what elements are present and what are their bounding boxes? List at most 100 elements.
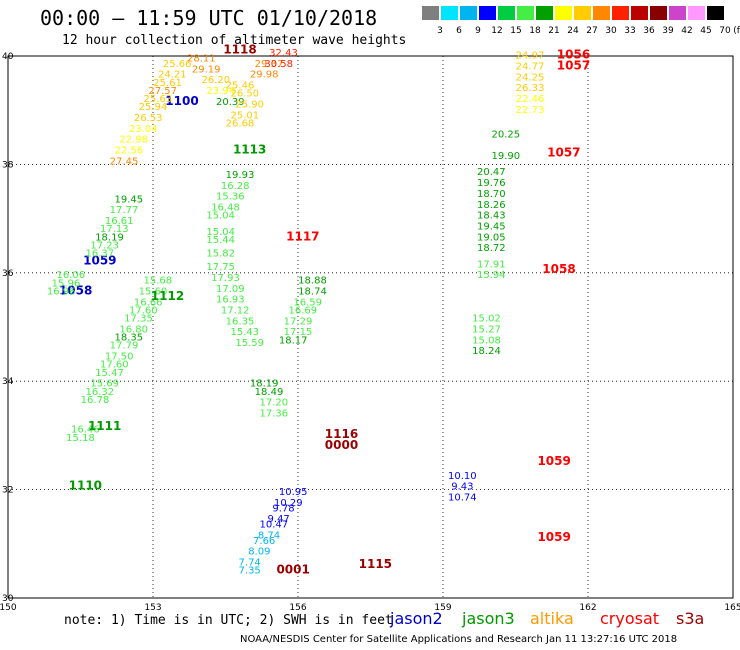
legend-label: 39 xyxy=(662,26,674,36)
wave-height-value-jason3: 18.49 xyxy=(255,387,284,398)
wave-height-value-jason2: 8.74 xyxy=(258,530,280,541)
pass-time-label-cryosat: 1059 xyxy=(537,530,570,544)
pass-time-label-cryosat: 1058 xyxy=(542,262,575,276)
legend-swatch xyxy=(593,6,610,20)
x-tick-label: 165 xyxy=(724,603,740,613)
wave-height-value-altika: 25.63 xyxy=(144,94,173,105)
wave-height-value-jason3: 16.37 xyxy=(86,249,115,260)
satellite-jason2: jason2 xyxy=(390,609,443,628)
wave-height-value-jason3: 17.35 xyxy=(124,314,153,325)
plot-frame xyxy=(7,55,734,599)
wave-height-value-altika: 29.19 xyxy=(192,64,221,75)
wave-height-value-jason3: 18.35 xyxy=(115,333,144,344)
pass-time-label-jason3: 1111 xyxy=(88,419,121,433)
wave-height-value-jason3: 18.26 xyxy=(477,200,506,211)
y-tick-label: 40 xyxy=(2,52,14,62)
wave-height-value-altika: 24.21 xyxy=(158,70,187,81)
pass-time-label-s3a: 0001 xyxy=(276,563,309,577)
wave-height-value-altika: 25.94 xyxy=(139,102,168,113)
pass-time-label-jason3: 1110 xyxy=(69,479,102,493)
wave-height-value-altika: 23.04 xyxy=(129,124,158,135)
wave-height-value-jason3: 17.13 xyxy=(100,224,129,235)
legend-swatch xyxy=(498,6,515,20)
wave-height-value-jason2: 9.78 xyxy=(272,503,294,514)
wave-height-value-altika: 26.33 xyxy=(516,83,545,94)
wave-height-value-altika: 25.61 xyxy=(153,78,182,89)
wave-height-value-jason3: 17.23 xyxy=(90,240,119,251)
legend-label: 36 xyxy=(643,26,655,36)
wave-height-value-jason2: 9.47 xyxy=(268,514,290,525)
wave-height-value-jason3: 17.91 xyxy=(477,259,506,270)
legend-label: 15 xyxy=(510,26,522,36)
wave-height-value-jason3: 17.93 xyxy=(211,273,240,284)
wave-height-value-jason2: 10.47 xyxy=(260,520,289,531)
wave-height-value-altika: 22.73 xyxy=(516,105,545,116)
wave-height-value-jason2: 7.66 xyxy=(253,536,275,547)
footer-note: note: 1) Time is in UTC; 2) SWH is in fe… xyxy=(64,613,393,628)
wave-height-value-jason3: 17.15 xyxy=(284,327,313,338)
legend-label: 18 xyxy=(529,26,541,36)
wave-height-value-altika: 27.57 xyxy=(148,86,177,97)
y-tick-label: 30 xyxy=(2,594,14,604)
wave-height-value-jason3: 15.04 xyxy=(206,227,235,238)
legend-swatch xyxy=(612,6,629,20)
legend-swatch xyxy=(631,6,648,20)
wave-height-value-jason2: 10.74 xyxy=(448,492,477,503)
wave-height-value-jason3: 19.90 xyxy=(492,151,521,162)
wave-height-value-jason3: 17.50 xyxy=(105,352,134,363)
wave-height-value-cryosat: 32.43 xyxy=(269,48,298,59)
legend-label: 30 xyxy=(605,26,617,36)
wave-height-value-altika: 22.46 xyxy=(516,94,545,105)
legend-swatch xyxy=(574,6,591,20)
wave-height-value-jason3: 16.96 xyxy=(47,286,76,297)
y-tick-label: 34 xyxy=(2,377,14,387)
y-tick-label: 32 xyxy=(2,486,13,496)
y-tick-label: 36 xyxy=(2,269,14,279)
wave-height-value-jason3: 15.82 xyxy=(206,249,235,260)
wave-height-value-altika: 28.11 xyxy=(187,53,216,64)
wave-height-value-jason3: 17.75 xyxy=(206,262,235,273)
wave-height-value-altika: 22.56 xyxy=(115,146,144,157)
wave-height-value-jason3: 16.80 xyxy=(119,324,148,335)
wave-height-value-jason3: 19.45 xyxy=(477,221,506,232)
pass-time-label-jason2: 1100 xyxy=(165,94,198,108)
wave-height-value-altika: 26.50 xyxy=(231,89,260,100)
pass-time-label-jason2: 1059 xyxy=(83,254,116,268)
wave-height-value-jason3: 16.61 xyxy=(105,216,134,227)
satellite-altika: altika xyxy=(530,609,574,628)
wave-height-value-altika: 22.98 xyxy=(119,135,148,146)
wave-height-value-jason3: 17.36 xyxy=(260,408,289,419)
legend-label: 24 xyxy=(567,26,579,36)
wave-height-value-jason3: 17.29 xyxy=(284,316,313,327)
legend-swatch xyxy=(688,6,705,20)
x-tick-label: 153 xyxy=(144,603,161,613)
wave-height-value-cryosat: 30.58 xyxy=(264,59,293,70)
legend-swatch xyxy=(479,6,496,20)
pass-time-label-cryosat: 1057 xyxy=(547,145,580,159)
pass-time-label-s3a: 1116 xyxy=(325,427,358,441)
wave-height-value-jason3: 19.05 xyxy=(477,232,506,243)
legend-label: 9 xyxy=(475,26,481,36)
wave-height-value-jason3: 16.66 xyxy=(134,297,163,308)
wave-height-value-jason3: 17.79 xyxy=(110,341,139,352)
legend-label: 12 xyxy=(491,26,503,36)
wave-height-value-jason3: 16.93 xyxy=(216,295,245,306)
pass-time-label-cryosat: 1117 xyxy=(286,229,319,243)
legend-label: 33 xyxy=(624,26,636,36)
wave-height-value-jason3: 15.04 xyxy=(206,211,235,222)
wave-height-value-jason3: 16.46 xyxy=(71,425,100,436)
wave-height-value-altika: 25.90 xyxy=(235,99,264,110)
wave-height-value-jason3: 15.96 xyxy=(52,278,81,289)
pass-time-label-s3a: 1118 xyxy=(223,42,256,56)
wave-height-value-jason3: 18.19 xyxy=(95,232,124,243)
wave-height-value-jason3: 18.19 xyxy=(250,379,279,390)
legend-label: 45 xyxy=(700,26,712,36)
legend-swatch xyxy=(650,6,667,20)
wave-height-value-altika: 25.01 xyxy=(231,110,260,121)
wave-height-value-jason3: 16.78 xyxy=(81,395,110,406)
legend-swatch xyxy=(441,6,458,20)
wave-height-value-altika: 23.94 xyxy=(206,86,235,97)
wave-height-value-jason3: 15.69 xyxy=(90,379,119,390)
wave-height-value-jason3: 18.72 xyxy=(477,243,506,254)
